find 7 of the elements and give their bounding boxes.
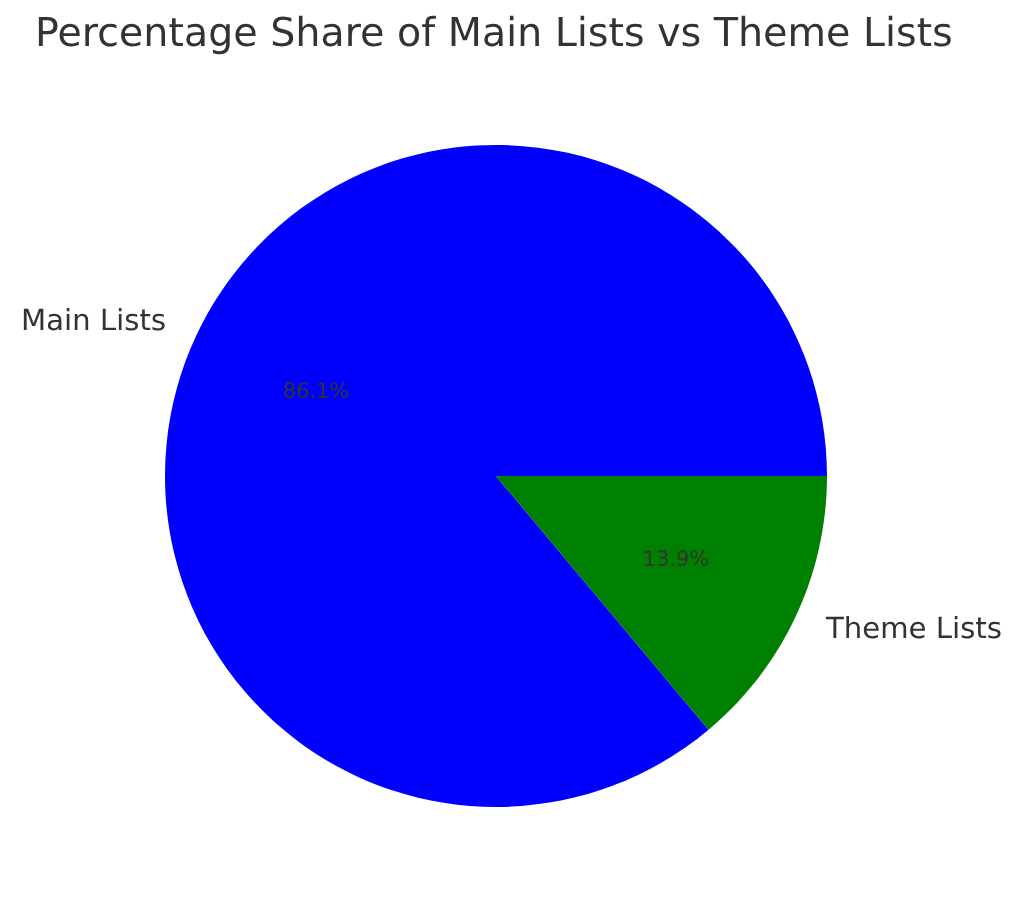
data-label: 13.9% (645, 550, 708, 567)
chart-title: Percentage Share of Main Lists vs Theme Lists (38, 15, 951, 55)
pie-slice (496, 476, 827, 730)
slice-label: Theme Lists (825, 615, 1001, 639)
data-label: 86.1% (284, 382, 348, 399)
slice-label: Main Lists (23, 307, 165, 331)
pie-slice (165, 145, 827, 807)
